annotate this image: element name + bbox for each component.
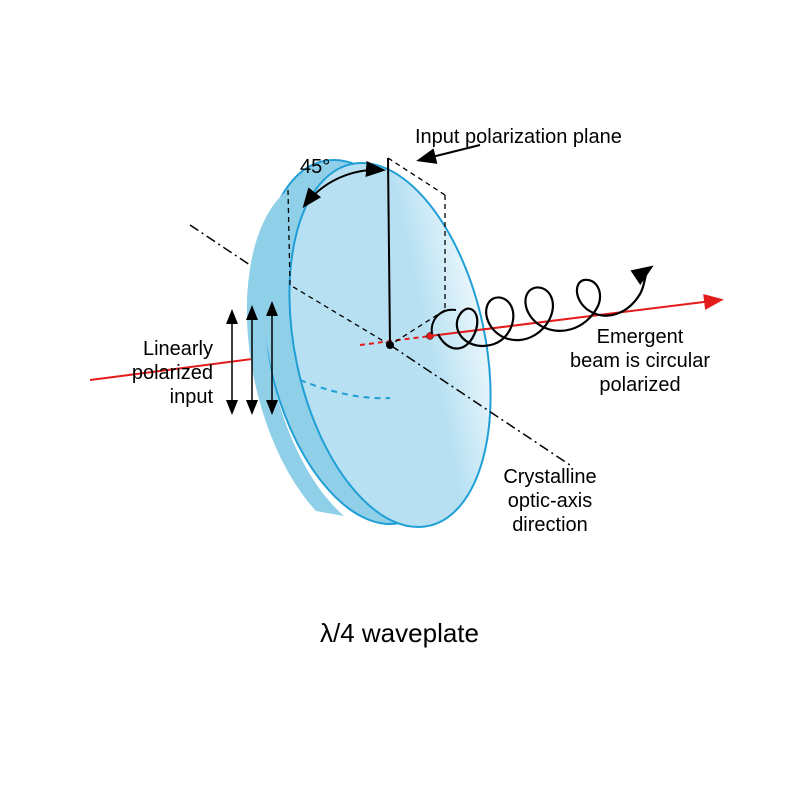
diagram-title: λ/4 waveplate	[320, 618, 479, 649]
lpi-line1: Linearly	[93, 337, 213, 361]
emg-line3: polarized	[555, 373, 725, 397]
emergent-beam-label: Emergent beam is circular polarized	[555, 325, 725, 397]
cry-line1: Crystalline	[485, 465, 615, 489]
cry-line3: direction	[485, 513, 615, 537]
input-polarization-plane-label: Input polarization plane	[415, 125, 622, 149]
lpi-line3: input	[93, 385, 213, 409]
cry-line2: optic-axis	[485, 489, 615, 513]
linearly-polarized-input-label: Linearly polarized input	[93, 337, 213, 409]
angle-label: 45°	[300, 155, 330, 179]
lpi-line2: polarized	[93, 361, 213, 385]
emg-line1: Emergent	[555, 325, 725, 349]
emg-line2: beam is circular	[555, 349, 725, 373]
crystalline-axis-label: Crystalline optic-axis direction	[485, 465, 615, 537]
